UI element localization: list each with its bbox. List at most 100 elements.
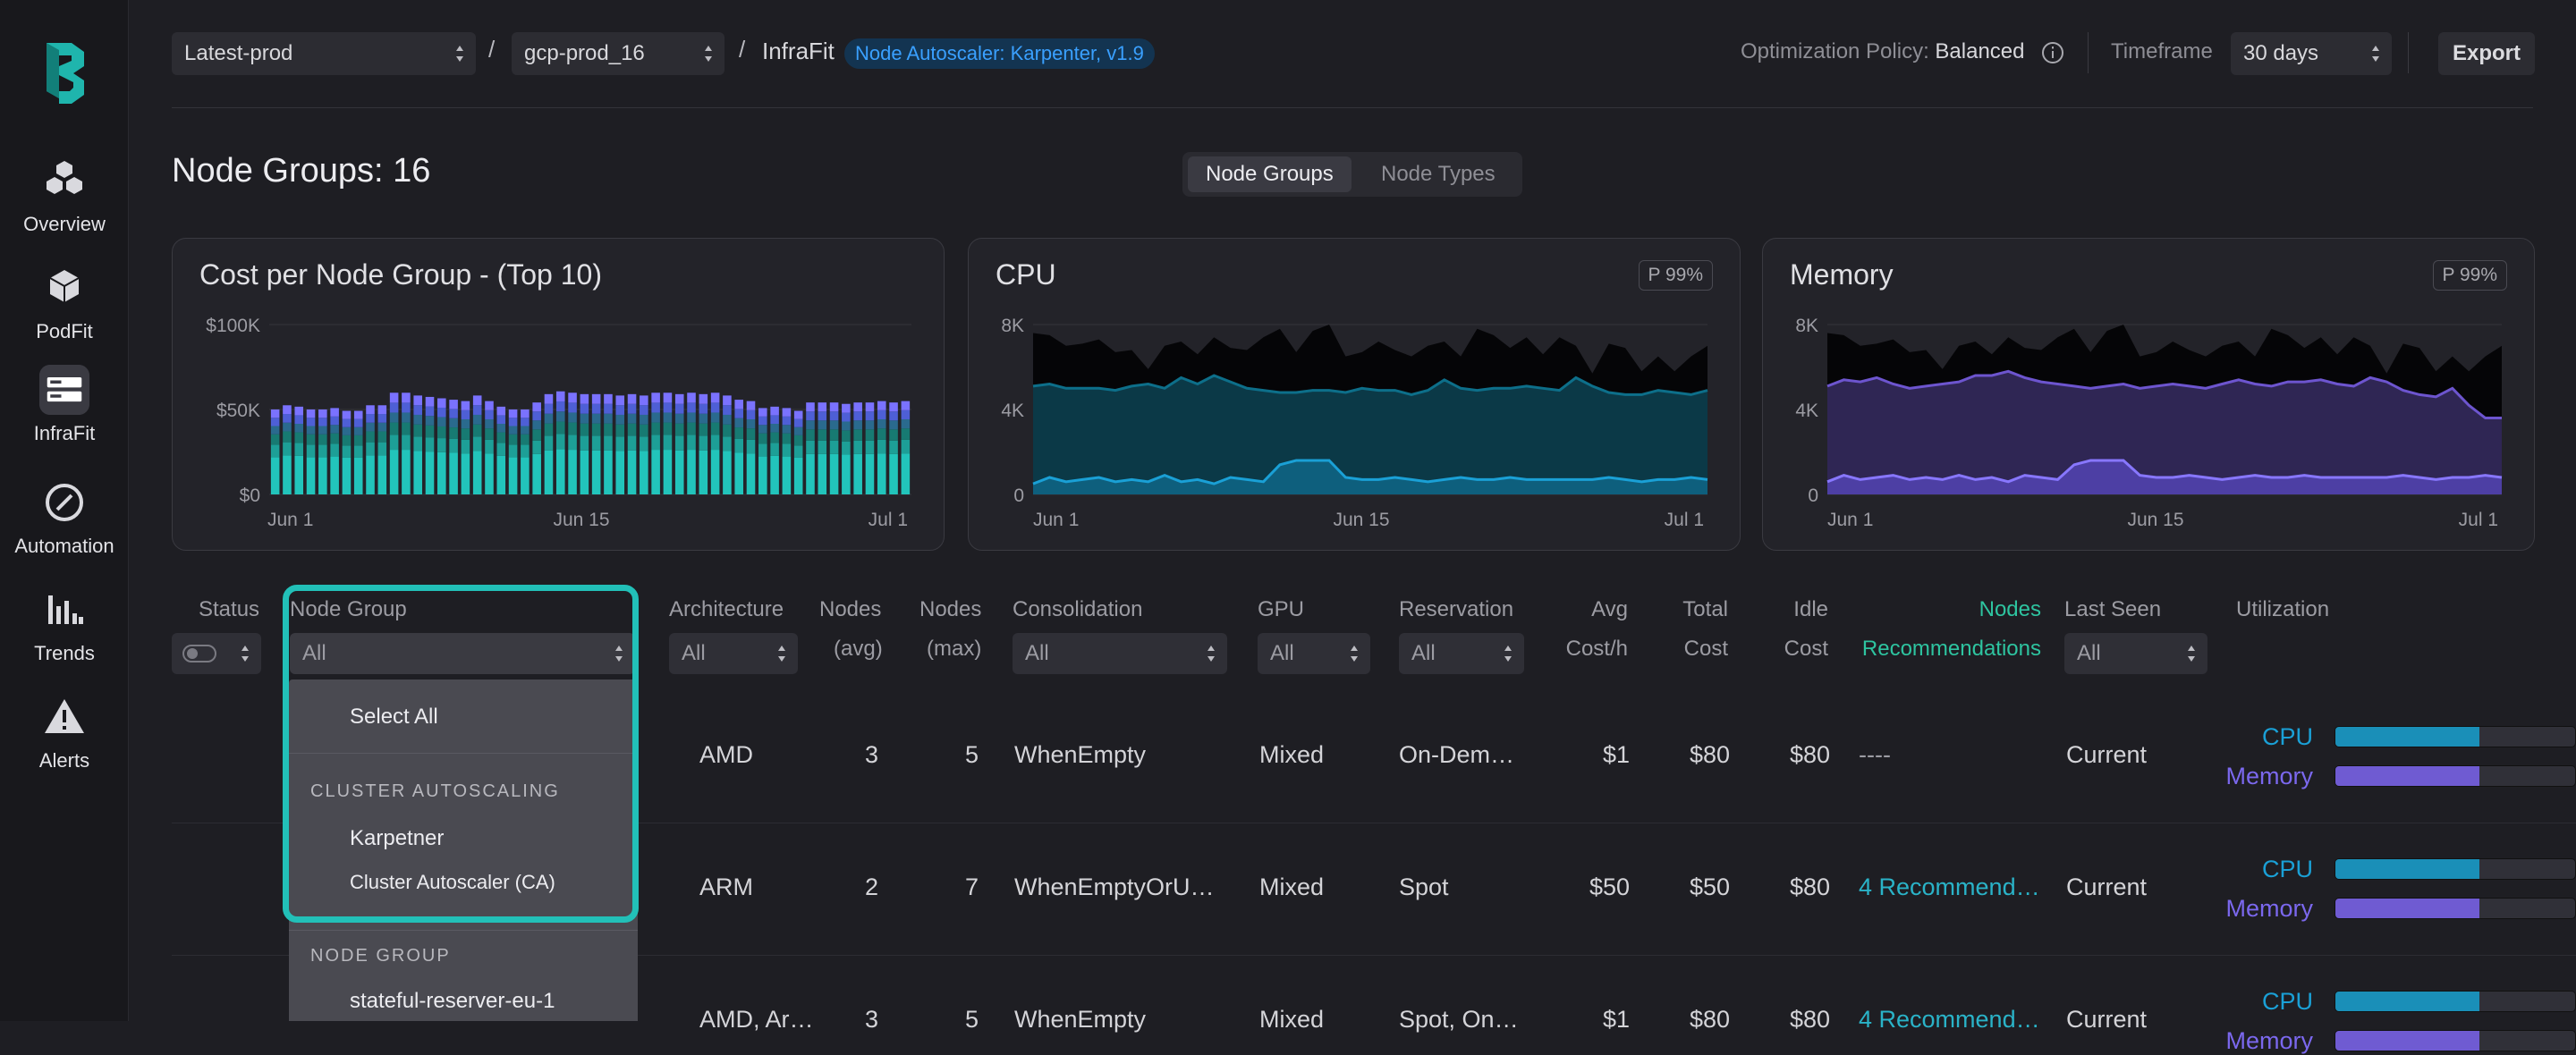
cost-bar[interactable] — [425, 396, 435, 494]
header-total-cost[interactable]: Total — [1682, 597, 1728, 621]
gpu-filter[interactable]: All — [1258, 633, 1370, 674]
cost-bar[interactable] — [663, 392, 673, 494]
cost-bar[interactable] — [853, 402, 862, 494]
header-gpu[interactable]: GPU — [1258, 597, 1305, 621]
cost-bar[interactable] — [485, 401, 494, 494]
cost-bar-segment — [437, 417, 446, 426]
cost-bar[interactable] — [651, 392, 660, 494]
cost-bar[interactable] — [734, 400, 743, 494]
cost-bar[interactable] — [829, 402, 839, 494]
cost-bar[interactable] — [877, 401, 886, 494]
info-icon[interactable] — [2041, 41, 2064, 64]
cost-bar[interactable] — [496, 406, 506, 494]
option-cluster-autoscaler[interactable]: Cluster Autoscaler (CA) — [350, 871, 555, 893]
cost-bar[interactable] — [555, 391, 565, 494]
cpu-percentile-badge[interactable]: P 99% — [1638, 260, 1713, 291]
timeframe-select[interactable]: 30 days — [2231, 32, 2392, 75]
cost-bar[interactable] — [413, 395, 422, 494]
consolidation-filter[interactable]: All — [1013, 633, 1227, 674]
header-reservation[interactable]: Reservation — [1399, 597, 1514, 621]
header-architecture[interactable]: Architecture — [669, 597, 784, 621]
cost-bar[interactable] — [330, 408, 339, 494]
cost-bar[interactable] — [699, 393, 708, 494]
environment-select[interactable]: Latest-prod — [172, 32, 476, 75]
header-node-group[interactable]: Node Group — [290, 597, 407, 621]
cost-bar-segment — [842, 412, 851, 422]
cost-bar[interactable] — [437, 398, 446, 494]
cost-bar[interactable] — [604, 393, 613, 494]
select-all-option[interactable]: Select All — [350, 705, 438, 729]
header-recommendations[interactable]: Nodes — [1979, 597, 2041, 621]
sidebar-item-automation[interactable]: Automation — [0, 477, 129, 558]
cost-bar[interactable] — [461, 401, 470, 494]
node-group-filter[interactable]: All — [290, 633, 635, 674]
cost-bar[interactable] — [318, 409, 327, 494]
header-consolidation[interactable]: Consolidation — [1013, 597, 1143, 621]
sidebar-item-podfit[interactable]: PodFit — [0, 263, 129, 343]
cost-bar[interactable] — [842, 403, 851, 494]
cost-bar[interactable] — [865, 402, 875, 494]
option-stateful-reserver-eu-1[interactable]: stateful-reserver-eu-1 — [350, 989, 555, 1013]
cost-bar[interactable] — [353, 410, 363, 494]
cost-bar[interactable] — [901, 401, 911, 494]
cost-bar[interactable] — [402, 392, 411, 494]
tab-node-groups[interactable]: Node Groups — [1188, 156, 1352, 192]
cell-nodes-avg: 3 — [864, 741, 878, 768]
cost-bar[interactable] — [806, 402, 815, 494]
cost-bar[interactable] — [544, 393, 554, 494]
reservation-filter[interactable]: All — [1399, 633, 1524, 674]
cost-bar[interactable] — [818, 402, 827, 494]
cost-bar[interactable] — [627, 393, 637, 494]
cost-bar[interactable] — [508, 409, 518, 494]
cost-bar[interactable] — [687, 392, 696, 494]
cell-recommendations[interactable]: 4 Recommend… — [1859, 874, 2040, 900]
cost-bar[interactable] — [615, 395, 625, 494]
header-last-seen[interactable]: Last Seen — [2064, 597, 2162, 621]
cost-bar[interactable] — [366, 405, 375, 494]
cost-bar[interactable] — [723, 395, 732, 494]
cost-bar[interactable] — [640, 395, 648, 494]
cost-bar[interactable] — [521, 409, 530, 494]
architecture-filter[interactable]: All — [669, 633, 798, 674]
header-nodes-avg[interactable]: Nodes — [819, 597, 882, 621]
cost-bar[interactable] — [674, 393, 684, 494]
header-avg-cost[interactable]: Avg — [1591, 597, 1628, 621]
cost-bar[interactable] — [389, 392, 399, 494]
cell-recommendations[interactable]: 4 Recommend… — [1859, 1006, 2040, 1033]
sidebar-item-infrafit[interactable]: InfraFit — [0, 365, 129, 445]
cost-bar[interactable] — [270, 409, 280, 494]
cost-bar[interactable] — [710, 392, 720, 494]
cost-bar[interactable] — [283, 405, 292, 494]
cost-bar[interactable] — [568, 392, 577, 494]
last-seen-filter[interactable]: All — [2064, 633, 2207, 674]
cost-bar[interactable] — [306, 409, 316, 494]
cost-bar[interactable] — [770, 406, 779, 494]
cost-bar[interactable] — [889, 402, 898, 494]
header-nodes-max[interactable]: Nodes — [919, 597, 982, 621]
cluster-select[interactable]: gcp-prod_16 — [512, 32, 724, 75]
cost-bar[interactable] — [782, 408, 792, 494]
cost-bar[interactable] — [793, 410, 803, 494]
sidebar-item-overview[interactable]: Overview — [0, 156, 129, 236]
cost-bar[interactable] — [758, 408, 767, 494]
header-status[interactable]: Status — [199, 597, 260, 621]
cost-bar[interactable] — [746, 401, 756, 494]
export-button[interactable]: Export — [2438, 32, 2535, 75]
memory-percentile-badge[interactable]: P 99% — [2432, 260, 2507, 291]
status-filter[interactable] — [172, 633, 261, 674]
cost-bar[interactable] — [472, 395, 482, 494]
cost-bar[interactable] — [294, 406, 304, 494]
cost-bar[interactable] — [580, 393, 589, 494]
tab-node-types[interactable]: Node Types — [1381, 162, 1496, 186]
cost-bar[interactable] — [377, 405, 387, 494]
header-idle-cost[interactable]: Idle — [1793, 597, 1828, 621]
cost-bar[interactable] — [342, 410, 352, 494]
option-karpetner[interactable]: Karpetner — [350, 826, 445, 850]
sidebar-item-alerts[interactable]: Alerts — [0, 692, 129, 772]
sidebar-item-trends[interactable]: Trends — [0, 585, 129, 665]
cost-bar[interactable] — [591, 393, 601, 494]
header-utilization[interactable]: Utilization — [2236, 597, 2330, 621]
cost-bar[interactable] — [449, 400, 458, 494]
cost-bar[interactable] — [532, 402, 541, 494]
cpu-util-label: CPU — [2261, 856, 2313, 882]
